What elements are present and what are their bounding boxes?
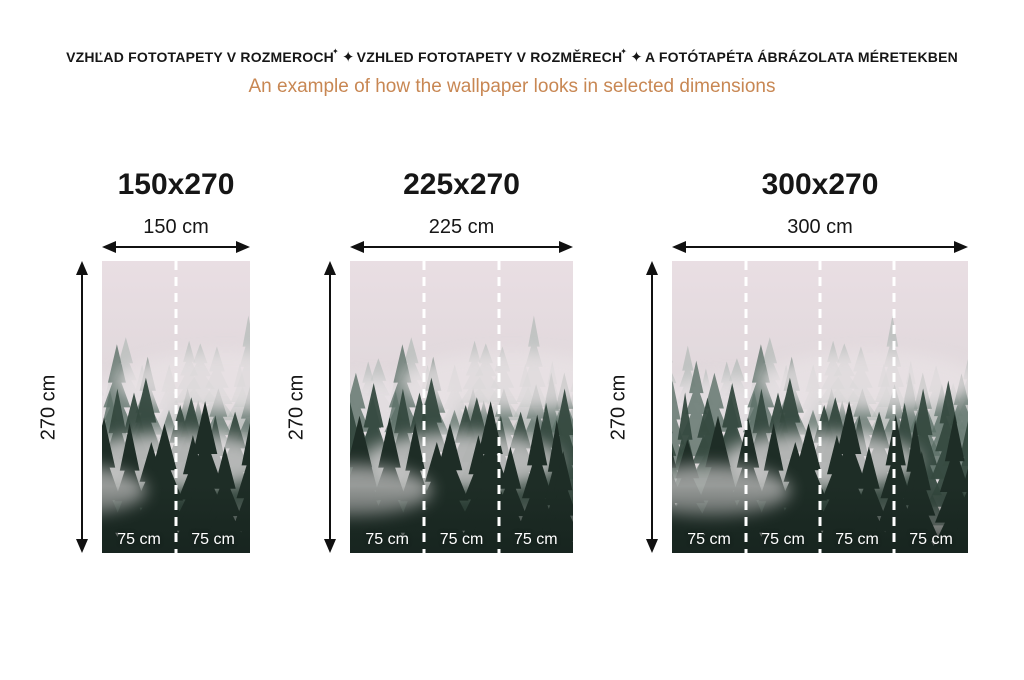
panel-width-label: 75 cm: [835, 531, 879, 548]
arrow-line: [329, 265, 331, 549]
width-dimension-label: 150 cm: [143, 216, 209, 238]
height-arrow: [324, 261, 336, 553]
height-dimension-label-wrap: 270 cm: [608, 261, 630, 553]
arrow-down-head-icon: [324, 539, 336, 553]
panel-divider-line: [892, 261, 896, 553]
panel-width-labels: 75 cm 75 cm 75 cm: [350, 531, 573, 549]
wallpaper-preview: 75 cm 75 cm 270 cm: [38, 261, 250, 553]
page-title: VZHĽAD FOTOTAPETY V ROZMEROCH✦ ✦ VZHLED FO…: [0, 47, 1024, 66]
panel-divider-line: [422, 261, 426, 553]
wallpaper-preview: 75 cm 75 cm 75 cm 75 cm 270 cm: [608, 261, 968, 553]
arrow-down-head-icon: [76, 539, 88, 553]
arrow-right-head-icon: [954, 241, 968, 253]
width-dimension-label: 300 cm: [787, 216, 853, 238]
panel-divider-line: [744, 261, 748, 553]
arrow-line: [354, 246, 569, 248]
title-segment-hu: A FOTÓTAPÉTA ÁBRÁZOLATA MÉRETEKBEN: [644, 49, 958, 65]
width-arrow: [350, 241, 573, 253]
variant-column-150x270: 150x270 150 cm 75 cm 75 cm 270 cm: [38, 168, 250, 553]
variant-column-225x270: 225x270 225 cm 75 cm 75 cm 75 cm 270 cm: [286, 168, 573, 553]
variant-title: 300x270: [761, 168, 879, 201]
panel-width-label: 75 cm: [761, 531, 805, 548]
height-arrow: [646, 261, 658, 553]
variant-title: 150x270: [117, 168, 235, 201]
panel-divider-line: [174, 261, 178, 553]
width-arrow: [672, 241, 968, 253]
height-dimension-label-wrap: 270 cm: [38, 261, 60, 553]
foggy-forest-wallpaper-image: [350, 261, 573, 553]
width-arrow: [102, 241, 250, 253]
panel-width-label: 75 cm: [439, 531, 484, 548]
sparkle-icon: ✦ ✦: [331, 47, 355, 66]
width-dimension-label: 225 cm: [428, 216, 495, 238]
arrow-line: [676, 246, 964, 248]
variant-column-300x270: 300x270 300 cm 75 cm 75 cm 75 cm 75 cm 270 …: [608, 168, 968, 553]
panel-width-label: 75 cm: [909, 531, 953, 548]
height-dimension-label: 270 cm: [285, 374, 308, 440]
height-dimension-label-wrap: 270 cm: [286, 261, 308, 553]
panel-divider-line: [497, 261, 501, 553]
arrow-right-head-icon: [236, 241, 250, 253]
height-dimension-label: 270 cm: [607, 374, 630, 440]
arrow-line: [651, 265, 653, 549]
title-segment-sk: VZHĽAD FOTOTAPETY V ROZMEROCH: [66, 49, 334, 65]
wallpaper-preview: 75 cm 75 cm 75 cm 270 cm: [286, 261, 573, 553]
arrow-down-head-icon: [646, 539, 658, 553]
variant-title: 225x270: [403, 168, 520, 201]
panel-width-label: 75 cm: [365, 531, 409, 548]
panel-width-labels: 75 cm 75 cm: [102, 531, 250, 549]
panel-width-label: 75 cm: [191, 531, 235, 548]
panel-width-label: 75 cm: [117, 531, 161, 548]
panel-divider-line: [818, 261, 822, 553]
panel-width-labels: 75 cm 75 cm 75 cm 75 cm: [672, 531, 968, 549]
sparkle-icon: ✦ ✦: [620, 47, 643, 66]
title-segment-cz: VZHLED FOTOTAPETY V ROZMĚRECH: [356, 49, 623, 65]
arrow-line: [81, 265, 83, 549]
page-subtitle: An example of how the wallpaper looks in…: [248, 76, 776, 97]
arrow-line: [106, 246, 246, 248]
height-arrow: [76, 261, 88, 553]
panel-width-label: 75 cm: [514, 531, 558, 548]
height-dimension-label: 270 cm: [37, 374, 60, 440]
panel-width-label: 75 cm: [687, 531, 731, 548]
arrow-right-head-icon: [559, 241, 573, 253]
